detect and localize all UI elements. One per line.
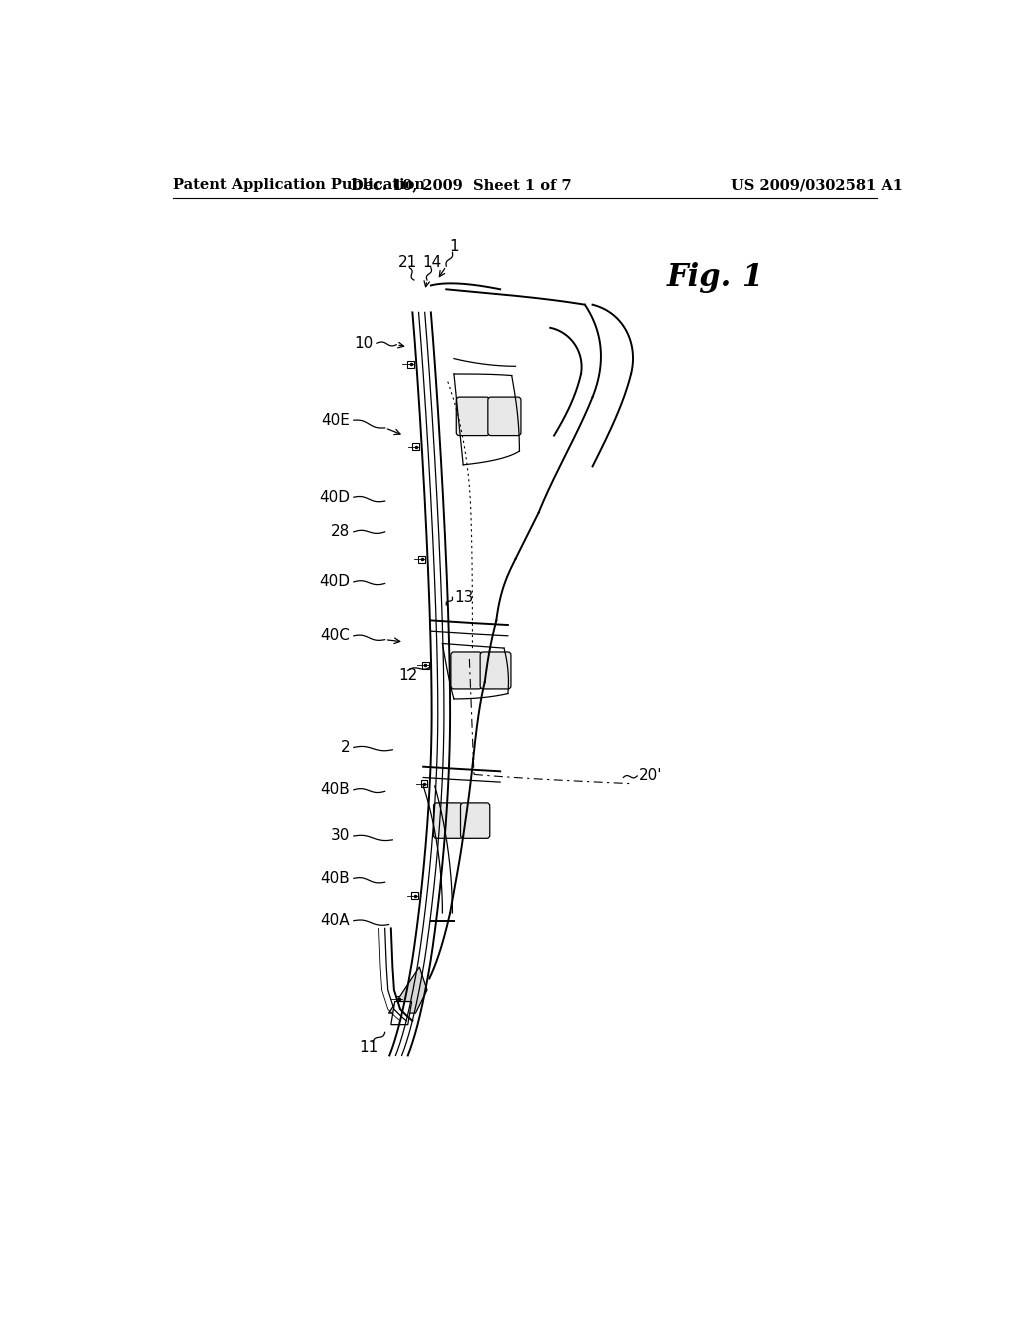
FancyBboxPatch shape	[433, 803, 463, 838]
Bar	[413, 444, 420, 450]
Text: 11: 11	[359, 1040, 379, 1055]
FancyBboxPatch shape	[461, 803, 489, 838]
Polygon shape	[388, 966, 427, 1014]
Text: 40B: 40B	[321, 783, 350, 797]
FancyBboxPatch shape	[457, 397, 489, 436]
Text: 40A: 40A	[321, 913, 350, 928]
Text: Patent Application Publication: Patent Application Publication	[173, 178, 425, 193]
Text: 40C: 40C	[321, 628, 350, 643]
Text: 21: 21	[398, 255, 418, 269]
Text: Fig. 1: Fig. 1	[668, 263, 764, 293]
Text: 40B: 40B	[321, 871, 350, 886]
Bar	[412, 892, 418, 899]
Text: 13: 13	[454, 590, 473, 605]
Polygon shape	[391, 1002, 412, 1024]
Text: 20': 20'	[639, 768, 663, 784]
Text: 2: 2	[340, 741, 350, 755]
Text: 12: 12	[398, 668, 418, 684]
Text: 1: 1	[450, 239, 459, 255]
Text: US 2009/0302581 A1: US 2009/0302581 A1	[731, 178, 903, 193]
Bar	[421, 780, 427, 787]
FancyBboxPatch shape	[480, 652, 511, 689]
Text: Dec. 10, 2009  Sheet 1 of 7: Dec. 10, 2009 Sheet 1 of 7	[351, 178, 572, 193]
Text: 28: 28	[331, 524, 350, 540]
Text: 40E: 40E	[322, 413, 350, 428]
Text: 30: 30	[331, 829, 350, 843]
Bar	[419, 556, 425, 562]
FancyBboxPatch shape	[451, 652, 481, 689]
FancyBboxPatch shape	[487, 397, 521, 436]
Bar	[395, 995, 402, 1003]
Text: 40D: 40D	[319, 574, 350, 590]
Bar	[422, 661, 429, 669]
Text: 40D: 40D	[319, 490, 350, 504]
Text: 10: 10	[354, 335, 373, 351]
Text: 14: 14	[423, 255, 442, 269]
Bar	[408, 360, 414, 367]
